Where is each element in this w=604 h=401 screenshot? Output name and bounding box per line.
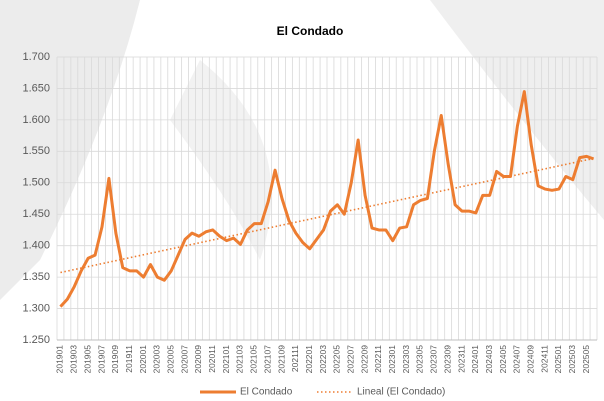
x-tick-label: 202011 [207,345,217,373]
x-tick-label: 202403 [484,345,494,374]
y-tick-label: 1.300 [22,302,50,314]
x-tick-label: 202003 [152,345,162,374]
y-tick-label: 1.700 [22,51,50,63]
x-tick-label: 202311 [456,345,466,373]
x-tick-label: 202107 [262,345,272,374]
x-tick-label: 202505 [581,345,591,374]
x-tick-label: 202303 [401,345,411,374]
x-tick-label: 202209 [359,345,369,374]
chart: El Condado 1.250 1.300 1.350 1.400 1.450 1.50… [0,0,604,401]
x-tick-label: 202005 [165,345,175,374]
x-tick-label: 202309 [442,345,452,374]
y-tick-label: 1.400 [22,240,50,252]
x-tick-label: 202501 [553,345,563,374]
x-tick-label: 202205 [332,345,342,374]
x-tick-label: 202001 [138,345,148,374]
x-tick-label: 201909 [110,345,120,374]
x-tick-label: 202207 [345,345,355,374]
x-tick-label: 202203 [318,345,328,374]
y-tick-label: 1.350 [22,271,50,283]
y-tick-label: 1.250 [22,334,50,346]
x-tick-label: 202401 [470,345,480,374]
x-tick-label: 202407 [512,345,522,374]
x-tick-label: 202503 [567,345,577,374]
legend-label: El Condado [240,387,293,398]
x-tick-label: 201901 [55,345,65,374]
x-tick-label: 202409 [525,345,535,374]
y-tick-label: 1.450 [22,208,50,220]
chart-title: El Condado [277,24,344,38]
y-tick-label: 1.600 [22,114,50,126]
y-tick-label: 1.650 [22,82,50,94]
x-tick-label: 202307 [429,345,439,374]
x-tick-label: 202105 [249,345,259,374]
x-tick-label: 202211 [373,345,383,373]
y-tick-label: 1.550 [22,145,50,157]
x-tick-label: 202201 [304,345,314,374]
legend-label: Lineal (El Condado) [357,387,445,398]
x-tick-label: 202109 [276,345,286,374]
x-tick-label: 202101 [221,345,231,374]
x-tick-label: 202305 [415,345,425,374]
x-tick-label: 201907 [96,345,106,374]
x-tick-label: 202007 [179,345,189,374]
x-tick-label: 202111 [290,345,300,372]
x-tick-label: 202103 [235,345,245,374]
y-tick-label: 1.500 [22,177,50,189]
x-tick-label: 201905 [82,345,92,374]
x-tick-label: 202411 [539,345,549,373]
x-tick-label: 201903 [69,345,79,374]
x-tick-label: 202009 [193,345,203,374]
x-tick-label: 202301 [387,345,397,374]
x-tick-label: 202405 [498,345,508,374]
x-tick-label: 201911 [124,345,134,373]
